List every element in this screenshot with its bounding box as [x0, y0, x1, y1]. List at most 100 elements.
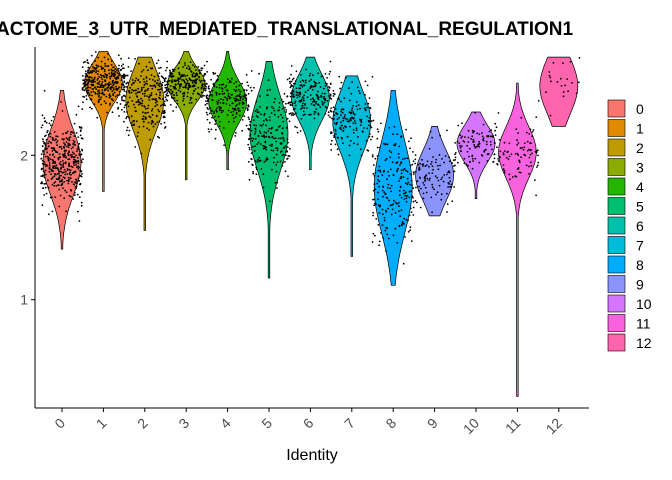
data-point [367, 149, 370, 152]
data-point [53, 147, 56, 150]
data-point [444, 155, 447, 157]
data-point [115, 77, 117, 80]
data-point [352, 117, 355, 120]
data-point [502, 164, 505, 166]
data-point [394, 143, 397, 145]
violin-2 [125, 56, 165, 231]
data-point [156, 100, 158, 103]
data-point [300, 100, 303, 102]
data-point [407, 181, 410, 184]
data-point [163, 79, 166, 81]
data-point [323, 87, 325, 90]
data-point [257, 159, 259, 161]
data-point [236, 94, 239, 97]
data-point [288, 155, 291, 158]
data-point [424, 180, 427, 182]
data-point [499, 150, 502, 153]
data-point [311, 88, 314, 91]
data-point [94, 60, 96, 62]
data-point [466, 150, 469, 153]
data-point [217, 78, 220, 81]
data-point [323, 96, 326, 98]
data-point [302, 102, 304, 105]
data-point [493, 153, 496, 156]
data-point [309, 113, 312, 116]
data-point [437, 164, 439, 167]
data-point [167, 88, 170, 91]
data-point [72, 198, 75, 200]
data-point [139, 102, 142, 105]
data-point [317, 90, 319, 93]
data-point [349, 117, 352, 120]
data-point [48, 162, 51, 164]
data-point [452, 159, 455, 162]
data-point [45, 145, 47, 147]
data-point [307, 89, 309, 92]
data-point [332, 95, 335, 97]
data-point [113, 72, 116, 74]
data-point [330, 149, 333, 151]
data-point [350, 92, 353, 95]
data-point [372, 173, 375, 175]
data-point [467, 141, 470, 143]
data-point [341, 111, 344, 114]
data-point [112, 99, 114, 102]
data-point [87, 71, 89, 73]
data-point [198, 69, 201, 72]
data-point [87, 89, 90, 92]
data-point [100, 65, 102, 68]
data-point [73, 164, 75, 166]
data-point [436, 191, 439, 194]
data-point [275, 170, 278, 173]
data-point [432, 156, 434, 158]
legend-label-3: 3 [636, 160, 644, 176]
data-point [193, 79, 196, 82]
data-point [406, 157, 409, 160]
data-point [396, 202, 398, 205]
data-point [91, 94, 93, 97]
data-point [352, 112, 355, 115]
data-point [258, 156, 261, 159]
data-point [228, 80, 231, 82]
data-point [53, 139, 56, 142]
data-point [61, 159, 64, 162]
data-point [301, 104, 304, 107]
data-point [411, 184, 413, 187]
data-point [440, 198, 443, 201]
data-point [215, 91, 218, 94]
data-point [127, 134, 130, 137]
data-point [265, 132, 268, 134]
data-point [204, 87, 207, 90]
data-point [528, 148, 530, 151]
data-point [77, 177, 80, 180]
data-point [537, 154, 539, 157]
data-point [158, 88, 161, 91]
data-point [141, 99, 144, 102]
data-point [220, 109, 222, 112]
data-point [239, 114, 241, 117]
data-point [221, 90, 224, 93]
data-point [288, 77, 291, 80]
data-point [450, 186, 452, 188]
data-point [93, 70, 95, 73]
data-point [408, 140, 410, 143]
data-point [457, 161, 459, 164]
data-point [341, 137, 343, 140]
data-point [206, 102, 208, 105]
data-point [71, 172, 74, 175]
data-point [290, 112, 292, 115]
data-point [310, 103, 313, 105]
data-point [56, 144, 58, 147]
data-point [42, 174, 45, 177]
x-tick-label: 12 [543, 415, 565, 437]
data-point [101, 89, 104, 91]
data-point [260, 168, 263, 170]
data-point [227, 92, 230, 95]
data-point [163, 102, 165, 105]
data-point [203, 87, 205, 90]
legend-label-11: 11 [636, 316, 651, 332]
data-point [44, 163, 47, 166]
data-point [95, 88, 98, 91]
data-point [423, 184, 426, 186]
x-tick-label: 9 [424, 415, 441, 432]
